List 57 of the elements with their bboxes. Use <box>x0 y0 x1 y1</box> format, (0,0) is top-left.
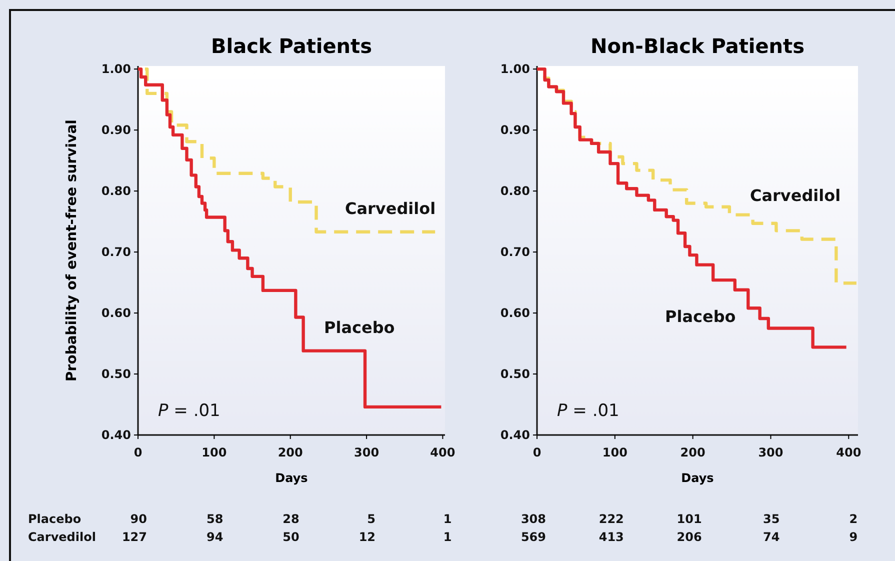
y-axis-title: Probability of event-free survival <box>64 120 80 382</box>
x-tick-label: 300 <box>758 445 784 460</box>
y-tick-label: 1.00 <box>101 62 131 76</box>
y-tick-label: 0.90 <box>101 122 131 137</box>
text: 9 <box>849 530 858 544</box>
chart-title: Black Patients <box>210 34 372 58</box>
y-tick-label: 0.70 <box>101 244 131 259</box>
text: 569 <box>520 530 546 544</box>
y-tick-label: 0.80 <box>101 184 131 198</box>
x-axis-title: Days <box>275 471 308 485</box>
series-label: Carvedilol <box>345 199 436 218</box>
text: 413 <box>598 530 624 544</box>
text: 50 <box>282 530 300 544</box>
x-tick-label: 300 <box>354 445 380 460</box>
text: 127 <box>122 530 147 544</box>
x-tick-label: 100 <box>602 445 628 460</box>
y-tick-label: 0.70 <box>500 244 530 259</box>
annotation: P = .01 <box>158 401 220 421</box>
series-label: Placebo <box>324 318 395 337</box>
y-tick-label: 1.00 <box>500 62 530 76</box>
text: 35 <box>763 512 780 526</box>
y-tick-label: 0.60 <box>500 306 530 320</box>
text: 5 <box>367 512 376 526</box>
annotation: P = .01 <box>557 401 620 421</box>
text: 2 <box>849 512 858 526</box>
y-tick-label: 0.50 <box>101 366 131 381</box>
y-tick-label: 0.90 <box>500 122 530 137</box>
y-tick-label: 0.80 <box>500 184 530 198</box>
x-tick-label: 400 <box>836 445 862 460</box>
text: 101 <box>676 512 702 526</box>
text: Carvedilol <box>28 530 96 544</box>
text: 94 <box>206 530 224 544</box>
text: 1 <box>443 530 452 544</box>
text: 90 <box>130 512 147 526</box>
series-label: Placebo <box>665 307 736 326</box>
y-tick-label: 0.40 <box>500 428 530 442</box>
text: 58 <box>206 512 224 526</box>
series-label: Carvedilol <box>750 186 841 205</box>
y-tick-label: 0.60 <box>101 306 131 320</box>
y-tick-label: 0.50 <box>500 366 530 381</box>
text: Placebo <box>28 512 82 526</box>
text: 206 <box>676 530 702 544</box>
text: 28 <box>282 512 300 526</box>
text: 1 <box>443 512 452 526</box>
chart-title: Non-Black Patients <box>590 34 805 58</box>
x-tick-label: 100 <box>202 445 227 460</box>
x-tick-label: 400 <box>430 445 456 460</box>
text: 222 <box>598 512 624 526</box>
x-axis-title: Days <box>681 471 714 485</box>
x-tick-label: 0 <box>532 445 542 460</box>
text: 74 <box>763 530 780 544</box>
text: 12 <box>358 530 376 544</box>
x-tick-label: 0 <box>134 445 142 460</box>
x-tick-label: 200 <box>278 445 303 460</box>
x-tick-label: 200 <box>680 445 706 460</box>
text: 308 <box>520 512 546 526</box>
y-tick-label: 0.40 <box>101 428 131 442</box>
